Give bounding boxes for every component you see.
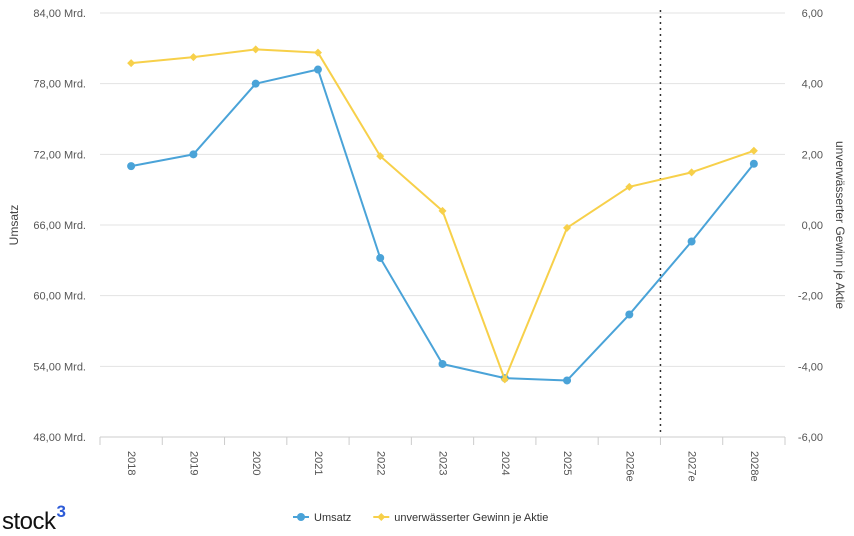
data-point	[687, 168, 696, 177]
legend-label: unverwässerter Gewinn je Aktie	[394, 512, 548, 524]
data-point	[749, 146, 758, 155]
logo-superscript: 3	[56, 502, 66, 521]
x-tick-label: 2021	[312, 451, 324, 475]
data-point	[127, 59, 136, 68]
right-tick-label: -2,00	[798, 291, 823, 303]
data-point	[251, 79, 260, 88]
data-point	[749, 159, 758, 168]
x-tick-label: 2019	[188, 451, 200, 475]
left-tick-label: 60,00 Mrd.	[33, 291, 86, 303]
legend: Umsatz unverwässerter Gewinn je Aktie	[293, 512, 548, 524]
data-point	[313, 65, 322, 74]
right-tick-label: 2,00	[802, 149, 823, 161]
data-point	[563, 223, 572, 232]
legend-label: Umsatz	[314, 512, 351, 524]
series-layer	[127, 45, 758, 385]
left-axis-ticks: 48,00 Mrd. 54,00 Mrd. 60,00 Mrd. 66,00 Mrd.…	[33, 8, 86, 444]
data-point	[313, 48, 322, 57]
right-tick-label: -6,00	[798, 432, 823, 444]
data-point	[438, 206, 447, 215]
right-tick-label: 0,00	[802, 220, 823, 232]
x-tick-label: 2020	[250, 451, 262, 475]
data-point	[438, 359, 447, 368]
data-point	[687, 237, 696, 246]
right-tick-label: 6,00	[802, 8, 823, 20]
data-point	[376, 152, 385, 161]
x-tick-label: 2024	[499, 451, 511, 475]
left-axis-title: Umsatz	[7, 205, 21, 246]
right-axis-ticks: -6,00 -4,00 -2,00 0,00 2,00 4,00 6,00	[798, 8, 823, 444]
stock3-logo: stock3	[2, 502, 66, 536]
legend-swatch-marker	[297, 513, 305, 521]
data-point	[189, 150, 198, 159]
data-point	[376, 253, 385, 262]
data-point	[127, 162, 136, 171]
data-point	[563, 376, 572, 385]
left-tick-label: 48,00 Mrd.	[33, 432, 86, 444]
right-tick-label: 4,00	[802, 79, 823, 91]
x-axis: 2018 2019 2020 2021 2022 2023 2024 2025 2026e 202…	[99, 436, 786, 482]
data-point	[500, 375, 509, 384]
x-tick-label: 2022	[374, 451, 386, 475]
right-axis-title: unverwässerter Gewinn je Aktie	[833, 141, 847, 309]
left-tick-label: 72,00 Mrd.	[33, 149, 86, 161]
left-tick-label: 78,00 Mrd.	[33, 79, 86, 91]
left-tick-label: 84,00 Mrd.	[33, 8, 86, 20]
data-point	[189, 53, 198, 62]
gridlines	[100, 12, 785, 438]
data-point	[625, 182, 634, 191]
right-tick-label: -4,00	[798, 361, 823, 373]
data-point	[625, 310, 634, 319]
x-tick-label: 2028e	[748, 451, 760, 482]
left-tick-label: 66,00 Mrd.	[33, 220, 86, 232]
x-tick-label: 2018	[125, 451, 137, 475]
data-point	[251, 45, 260, 54]
x-tick-label: 2025	[561, 451, 573, 475]
x-tick-label: 2023	[437, 451, 449, 475]
x-tick-label: 2027e	[686, 451, 698, 482]
legend-swatch-marker	[377, 513, 386, 521]
left-tick-label: 54,00 Mrd.	[33, 361, 86, 373]
x-tick-label: 2026e	[623, 451, 635, 482]
